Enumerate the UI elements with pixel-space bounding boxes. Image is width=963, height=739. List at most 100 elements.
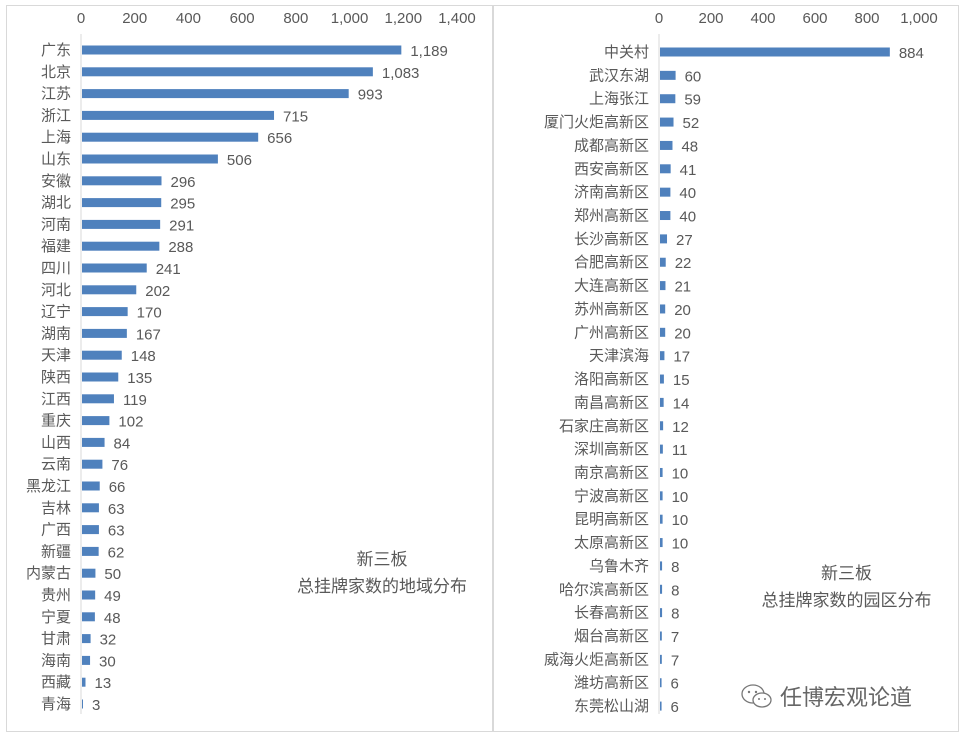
park-bar: [660, 421, 664, 431]
region-data-label: 135: [127, 370, 152, 387]
park-bar: [660, 94, 676, 104]
region-data-label: 32: [100, 632, 117, 649]
park-chart-title: 新三板 总挂牌家数的园区分布: [734, 560, 959, 614]
park-bar: [660, 117, 674, 127]
region-data-label: 202: [145, 283, 170, 300]
region-category-label: 山西: [41, 434, 71, 451]
park-category-label: 长春高新区: [574, 605, 649, 622]
park-bar: [660, 678, 662, 688]
park-category-label: 天津滨海: [589, 348, 649, 365]
park-data-label: 20: [674, 302, 691, 319]
region-data-label: 715: [283, 108, 308, 125]
park-category-label: 太原高新区: [574, 535, 649, 552]
park-bar: [660, 164, 671, 174]
watermark: 任博宏观论道: [740, 680, 912, 712]
region-bar: [82, 67, 373, 77]
region-category-label: 湖南: [41, 325, 71, 342]
park-bar-chart: 0 200 400 600 800 1,000 中关村 884 武汉东湖 60 上海张江 59 厦门火炬…: [544, 10, 938, 716]
park-category-label: 烟台高新区: [574, 628, 649, 645]
park-category-label: 宁波高新区: [574, 488, 649, 505]
region-data-label: 993: [358, 87, 383, 104]
park-data-label: 41: [680, 162, 697, 179]
park-data-label: 6: [671, 699, 679, 716]
park-data-label: 14: [673, 395, 690, 412]
region-data-label: 167: [136, 326, 161, 343]
park-data-label: 48: [681, 138, 698, 155]
park-category-label: 武汉东湖: [589, 67, 649, 84]
wechat-icon: [741, 684, 772, 708]
region-bar: [82, 503, 99, 513]
park-bar: [660, 70, 676, 80]
region-chart-title-line1: 新三板: [356, 550, 408, 569]
region-category-label: 河北: [41, 282, 71, 299]
park-data-label: 7: [671, 652, 679, 669]
region-category-label: 陕西: [41, 369, 71, 386]
park-category-label: 苏州高新区: [574, 301, 649, 318]
region-chart-panel: 0 200 400 600 800 1,000 1,200 1,400 广东 1,189 北京 1,0…: [6, 5, 493, 732]
region-x-tick-label: 600: [230, 10, 255, 27]
region-chart-title-line2: 总挂牌家数的地域分布: [297, 577, 467, 596]
park-category-label: 合肥高新区: [574, 254, 649, 271]
park-data-label: 22: [675, 255, 692, 272]
park-category-label: 南京高新区: [574, 464, 649, 481]
region-data-label: 295: [170, 196, 195, 213]
park-category-label: 乌鲁木齐: [589, 558, 649, 575]
park-category-label: 深圳高新区: [574, 441, 649, 458]
region-x-tick-label: 1,400: [438, 10, 476, 27]
park-x-tick-label: 800: [854, 10, 879, 27]
park-data-label: 11: [672, 442, 688, 459]
region-category-label: 上海: [41, 129, 71, 146]
region-bar: [82, 459, 103, 469]
park-data-label: 52: [683, 115, 700, 132]
region-x-tick-label: 200: [122, 10, 147, 27]
park-data-label: 21: [674, 279, 691, 296]
park-bar: [660, 47, 890, 57]
region-category-label: 安徽: [41, 173, 71, 190]
region-data-label: 63: [108, 523, 125, 540]
park-category-label: 厦门火炬高新区: [544, 114, 649, 131]
region-data-label: 50: [104, 566, 121, 583]
region-category-label: 四川: [41, 260, 71, 277]
region-category-label: 广西: [41, 522, 71, 539]
park-data-label: 10: [672, 512, 689, 529]
region-category-label: 辽宁: [41, 304, 71, 321]
region-bar: [82, 285, 137, 295]
park-bar: [660, 608, 663, 618]
region-data-label: 1,189: [410, 43, 448, 60]
region-data-label: 506: [227, 152, 252, 169]
region-category-label: 福建: [41, 238, 71, 255]
region-bar: [82, 394, 114, 404]
park-bar: [660, 561, 663, 571]
region-category-label: 贵州: [41, 587, 71, 604]
park-data-label: 15: [673, 372, 690, 389]
region-category-label: 新疆: [41, 543, 71, 560]
region-data-label: 30: [99, 653, 116, 670]
region-bar: [82, 219, 161, 229]
region-x-tick-label: 400: [176, 10, 201, 27]
park-bar: [660, 281, 666, 291]
park-data-label: 40: [679, 209, 696, 226]
park-data-label: 17: [673, 349, 690, 366]
park-bar: [660, 234, 668, 244]
region-bar: [82, 481, 100, 491]
region-bar: [82, 263, 147, 273]
park-bar: [660, 397, 664, 407]
region-bar: [82, 176, 162, 186]
region-bar: [82, 590, 96, 600]
region-data-label: 63: [108, 501, 125, 518]
park-category-label: 成都高新区: [574, 137, 649, 154]
park-bar: [660, 304, 666, 314]
region-category-label: 天津: [41, 347, 71, 364]
park-data-label: 12: [672, 419, 689, 436]
region-data-label: 48: [104, 610, 121, 627]
region-data-label: 3: [92, 697, 100, 714]
region-data-label: 84: [114, 435, 131, 452]
region-data-label: 148: [131, 348, 156, 365]
park-category-label: 东莞松山湖: [574, 698, 649, 715]
region-bar: [82, 634, 91, 644]
park-category-label: 西安高新区: [574, 161, 649, 178]
park-bar: [660, 701, 662, 711]
park-data-label: 40: [679, 185, 696, 202]
region-bar: [82, 154, 218, 164]
region-x-tick-label: 1,000: [331, 10, 369, 27]
